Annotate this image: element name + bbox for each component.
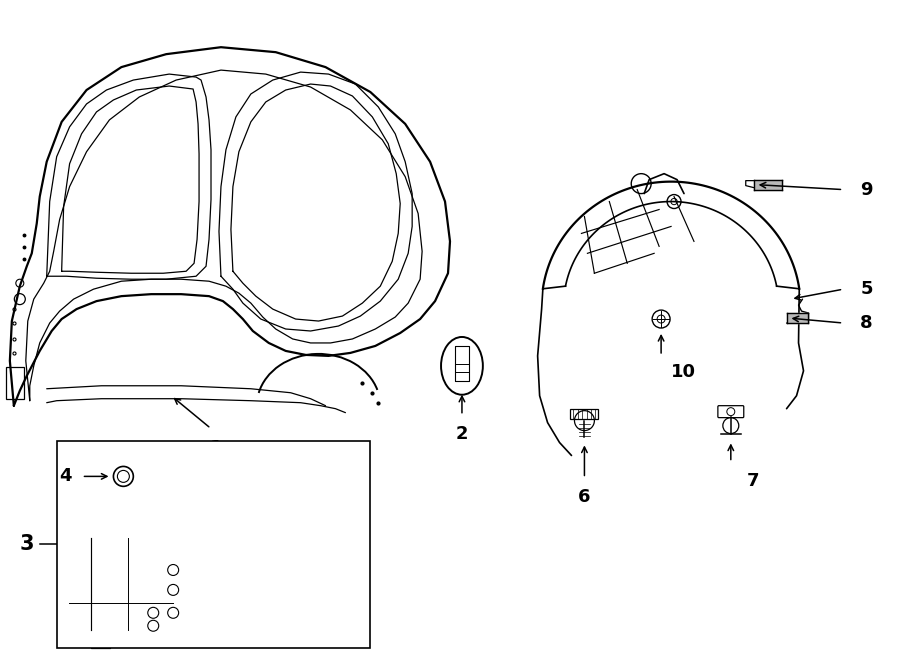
Text: 5: 5 [860,280,873,298]
Bar [571,408,598,418]
Text: 4: 4 [59,467,72,485]
Text: 1: 1 [210,438,222,457]
Text: 8: 8 [860,314,873,332]
Text: 2: 2 [455,424,468,443]
Text: 10: 10 [670,363,696,381]
Bar [57,440,370,648]
Text: 3: 3 [20,534,34,554]
Polygon shape [753,180,781,190]
Text: 7: 7 [746,473,759,490]
Text: 6: 6 [578,488,590,506]
Polygon shape [787,313,808,323]
Text: 9: 9 [860,180,873,198]
Bar [6,367,23,399]
